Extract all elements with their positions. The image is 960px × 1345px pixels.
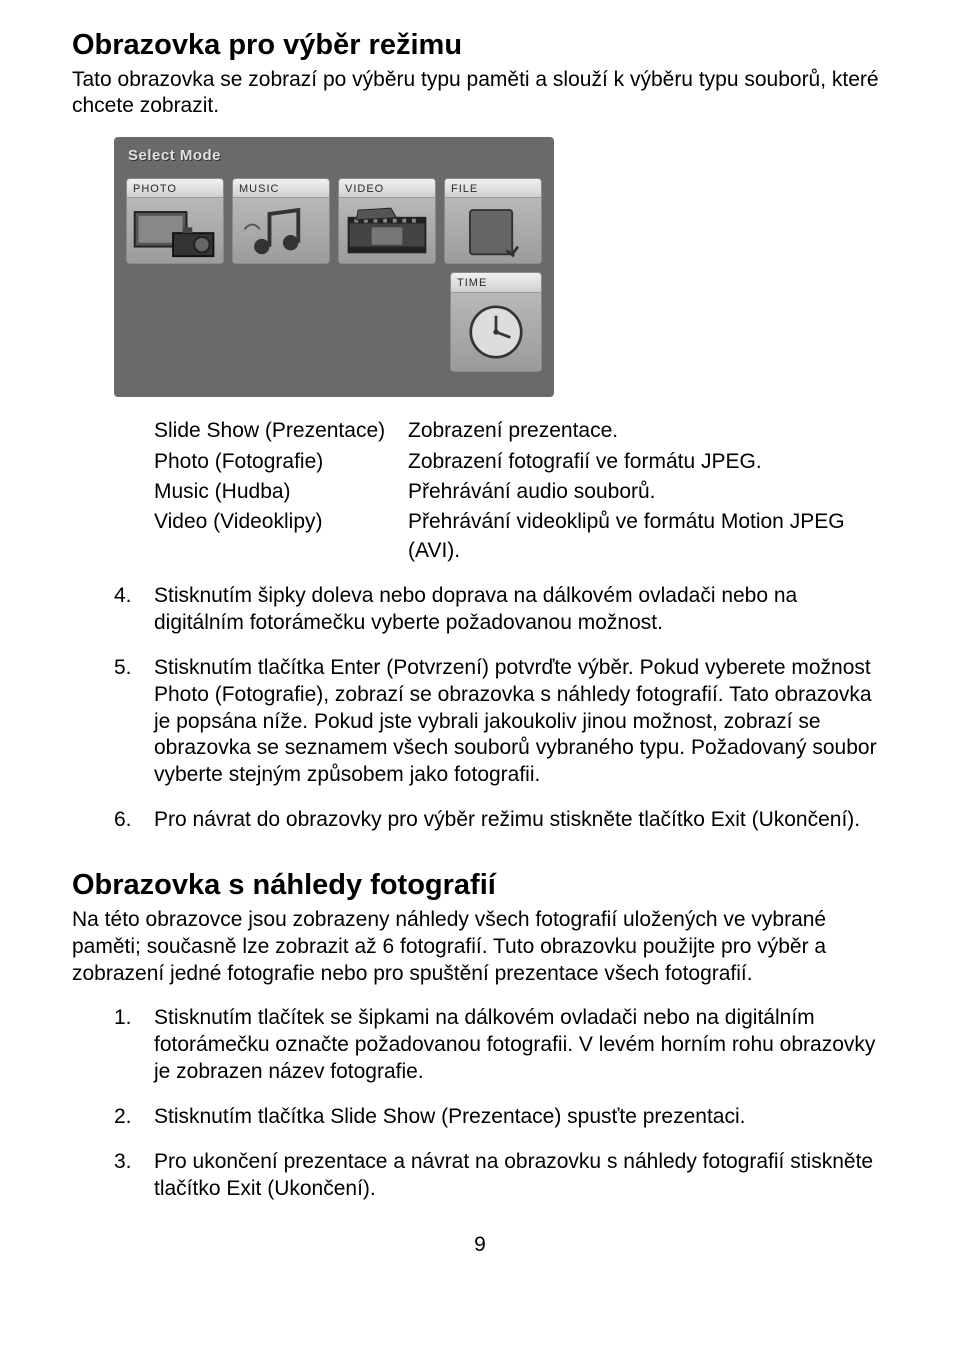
step-text: Stisknutím tlačítek se šipkami na dálkov… [154, 1005, 888, 1086]
document-page: Obrazovka pro výběr režimu Tato obrazovk… [0, 0, 960, 1297]
mode-card-file: FILE [444, 178, 542, 264]
step-number: 3. [72, 1149, 154, 1203]
step-item: 1. Stisknutím tlačítek se šipkami na dál… [72, 1005, 888, 1086]
def-desc: Přehrávání videoklipů ve formátu Motion … [408, 508, 888, 565]
definition-table: Slide Show (Prezentace) Zobrazení prezen… [154, 417, 888, 565]
step-number: 2. [72, 1104, 154, 1131]
def-desc: Zobrazení prezentace. [408, 417, 888, 445]
step-item: 3. Pro ukončení prezentace a návrat na o… [72, 1149, 888, 1203]
mode-card-label: FILE [445, 179, 541, 198]
thumbnails-paragraph: Na této obrazovce jsou zobrazeny náhledy… [72, 907, 888, 988]
clock-icon [451, 293, 541, 371]
video-icon [339, 198, 435, 264]
def-desc: Přehrávání audio souborů. [408, 478, 888, 506]
mode-card-label: TIME [451, 273, 541, 293]
step-number: 5. [72, 655, 154, 789]
mode-card-label: MUSIC [233, 179, 329, 198]
step-number: 1. [72, 1005, 154, 1086]
def-term: Video (Videoklipy) [154, 508, 408, 565]
file-icon [445, 198, 541, 264]
step-text: Stisknutím šipky doleva nebo doprava na … [154, 583, 888, 637]
step-item: 6. Pro návrat do obrazovky pro výběr rež… [72, 807, 888, 834]
heading-select-mode-screen: Obrazovka pro výběr režimu [72, 28, 888, 63]
step-item: 4. Stisknutím šipky doleva nebo doprava … [72, 583, 888, 637]
mode-card-music: MUSIC [232, 178, 330, 264]
step-text: Pro návrat do obrazovky pro výběr režimu… [154, 807, 888, 834]
music-icon [233, 198, 329, 264]
page-number: 9 [72, 1233, 888, 1257]
mode-card-photo: PHOTO [126, 178, 224, 264]
steps-list-a: 4. Stisknutím šipky doleva nebo doprava … [72, 583, 888, 834]
step-number: 4. [72, 583, 154, 637]
step-text: Pro ukončení prezentace a návrat na obra… [154, 1149, 888, 1203]
mode-card-time: TIME [450, 272, 542, 372]
intro-paragraph: Tato obrazovka se zobrazí po výběru typu… [72, 67, 888, 120]
step-item: 2. Stisknutím tlačítka Slide Show (Preze… [72, 1104, 888, 1131]
steps-list-b: 1. Stisknutím tlačítek se šipkami na dál… [72, 1005, 888, 1202]
step-text: Stisknutím tlačítka Slide Show (Prezenta… [154, 1104, 888, 1131]
def-term: Photo (Fotografie) [154, 448, 408, 476]
mode-card-label: PHOTO [127, 179, 223, 198]
mode-card-label: VIDEO [339, 179, 435, 198]
mode-card-video: VIDEO [338, 178, 436, 264]
photo-icon [127, 198, 223, 264]
heading-thumbnails-screen: Obrazovka s náhledy fotografií [72, 868, 888, 903]
select-mode-title: Select Mode [128, 147, 546, 164]
def-term: Music (Hudba) [154, 478, 408, 506]
step-number: 6. [72, 807, 154, 834]
def-term: Slide Show (Prezentace) [154, 417, 408, 445]
step-item: 5. Stisknutím tlačítka Enter (Potvrzení)… [72, 655, 888, 789]
step-text: Stisknutím tlačítka Enter (Potvrzení) po… [154, 655, 888, 789]
select-mode-illustration: Select Mode PHOTO MUSIC [114, 137, 554, 397]
def-desc: Zobrazení fotografií ve formátu JPEG. [408, 448, 888, 476]
